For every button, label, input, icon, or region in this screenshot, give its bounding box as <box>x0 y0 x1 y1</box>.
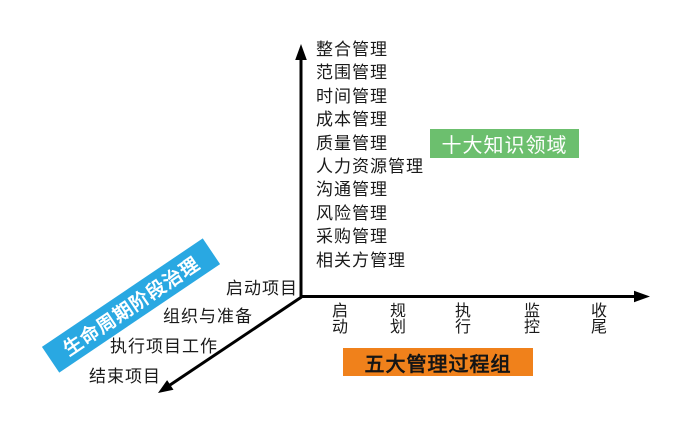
process-group-item: 规划 <box>389 303 406 336</box>
knowledge-area-item: 时间管理 <box>316 86 388 106</box>
lifecycle-phase-item: 结束项目 <box>89 367 161 386</box>
knowledge-areas-list: 整合管理 范围管理 时间管理 成本管理 质量管理 人力资源管理 沟通管理 风险管… <box>316 38 424 272</box>
process-group-item: 执行 <box>454 303 471 336</box>
process-group-item: 启动 <box>331 303 348 336</box>
knowledge-area-item: 范围管理 <box>316 63 388 83</box>
knowledge-area-item: 整合管理 <box>316 40 388 59</box>
up-arrow-icon <box>295 44 307 60</box>
lifecycle-phase-item: 执行项目工作 <box>110 337 218 356</box>
knowledge-area-item: 质量管理 <box>316 133 388 153</box>
knowledge-area-item: 风险管理 <box>316 203 388 223</box>
knowledge-area-item: 成本管理 <box>316 110 388 130</box>
knowledge-area-item: 采购管理 <box>316 227 388 247</box>
knowledge-areas-banner: 十大知识领域 <box>430 129 579 158</box>
diagonal-axis-line <box>169 295 303 387</box>
lifecycle-phase-item: 组织与准备 <box>163 307 253 326</box>
process-groups-banner: 五大管理过程组 <box>343 348 533 376</box>
down-left-arrow-icon <box>158 380 174 393</box>
knowledge-area-item: 相关方管理 <box>316 250 406 270</box>
process-group-item: 监控 <box>523 303 540 336</box>
knowledge-area-item: 人力资源管理 <box>316 157 424 177</box>
knowledge-area-item: 沟通管理 <box>316 180 388 200</box>
right-arrow-icon <box>634 290 650 303</box>
process-group-item: 收尾 <box>590 303 607 336</box>
lifecycle-phase-item: 启动项目 <box>226 279 298 298</box>
